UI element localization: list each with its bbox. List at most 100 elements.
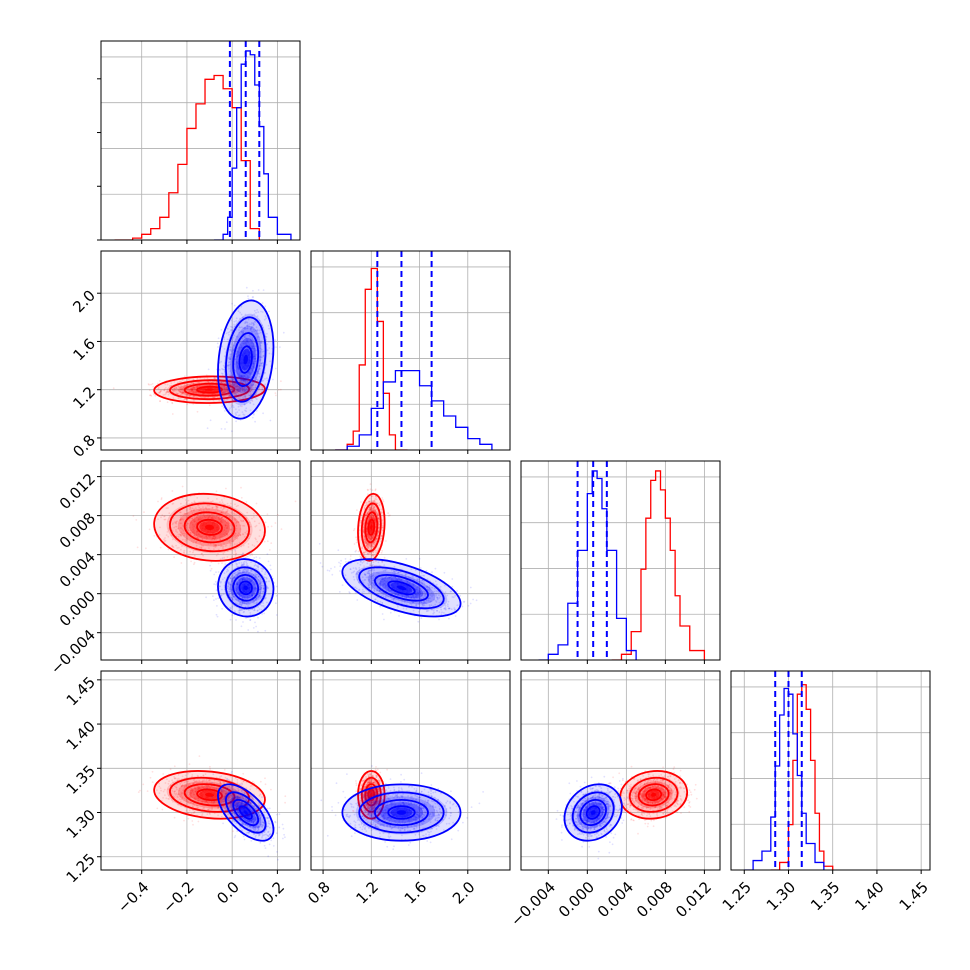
scatter-point <box>184 512 187 515</box>
scatter-point <box>252 362 254 364</box>
scatter-point <box>354 567 357 569</box>
scatter-point <box>193 521 196 523</box>
scatter-point <box>243 563 246 565</box>
scatter-point <box>366 512 368 514</box>
scatter-point <box>251 314 254 317</box>
scatter-point <box>256 370 258 373</box>
scatter-point <box>136 546 139 549</box>
scatter-point <box>242 578 244 580</box>
scatter-point <box>259 529 261 532</box>
scatter-point <box>175 521 178 524</box>
scatter-point <box>338 591 341 593</box>
scatter-point <box>245 388 248 390</box>
scatter-point <box>223 584 226 587</box>
scatter-point <box>230 319 233 322</box>
scatter-point <box>236 583 238 585</box>
scatter-point <box>214 545 217 548</box>
scatter-point <box>415 588 418 591</box>
scatter-point <box>219 520 222 523</box>
scatter-point <box>379 580 382 583</box>
scatter-point <box>223 348 226 350</box>
scatter-point <box>262 584 265 587</box>
scatter-point <box>246 596 249 599</box>
scatter-point <box>112 387 115 390</box>
scatter-point <box>210 516 212 519</box>
scatter-point <box>224 563 227 566</box>
scatter-point <box>382 526 384 528</box>
scatter-point <box>371 506 373 509</box>
scatter-point <box>370 517 373 519</box>
scatter-point <box>419 590 421 593</box>
scatter-point <box>243 415 246 418</box>
scatter-point <box>165 507 168 509</box>
scatter-point <box>268 347 271 349</box>
scatter-point <box>181 388 184 390</box>
scatter-point <box>244 313 247 316</box>
scatter-point <box>242 576 245 579</box>
scatter-point <box>369 508 372 511</box>
scatter-point <box>248 379 250 382</box>
scatter-point <box>256 329 259 332</box>
scatter-point <box>192 531 195 533</box>
scatter-point <box>240 375 243 378</box>
scatter-point <box>242 331 245 334</box>
scatter-point <box>247 601 249 604</box>
scatter-point <box>221 508 224 511</box>
scatter-point <box>186 383 189 386</box>
scatter-point <box>253 599 256 602</box>
scatter-point <box>237 521 240 523</box>
scatter-point <box>241 554 244 556</box>
scatter-point <box>250 327 253 330</box>
scatter-point <box>372 542 375 545</box>
scatter-point <box>215 381 217 384</box>
scatter-point <box>213 548 215 551</box>
scatter-point <box>190 388 192 390</box>
scatter-point <box>232 593 234 596</box>
scatter-point <box>259 588 262 591</box>
scatter-point <box>197 519 200 521</box>
scatter-point <box>366 501 368 504</box>
scatter-point <box>227 378 230 381</box>
scatter-point <box>215 515 218 518</box>
scatter-point <box>243 602 245 605</box>
scatter-point <box>257 596 260 598</box>
scatter-point <box>229 383 232 386</box>
scatter-point <box>378 504 380 507</box>
scatter-point <box>242 342 245 345</box>
scatter-point <box>257 566 259 569</box>
scatter-point <box>196 536 199 539</box>
scatter-point <box>227 569 230 572</box>
scatter-point <box>214 536 217 539</box>
scatter-point <box>238 569 241 572</box>
scatter-point <box>190 510 193 512</box>
scatter-point <box>229 505 232 508</box>
scatter-point <box>263 350 266 353</box>
scatter-point <box>190 389 193 392</box>
scatter-point <box>254 357 256 360</box>
scatter-point <box>249 376 251 379</box>
contour-line <box>153 492 266 562</box>
scatter-point <box>260 581 262 584</box>
scatter-point <box>263 384 266 387</box>
scatter-point <box>250 322 253 324</box>
scatter-point <box>193 520 196 523</box>
scatter-point <box>249 339 252 342</box>
scatter-point <box>239 326 241 329</box>
scatter-point <box>367 553 370 556</box>
scatter-point <box>235 552 238 555</box>
scatter-point <box>419 590 421 593</box>
scatter-point <box>209 515 212 517</box>
scatter-point <box>368 497 371 500</box>
scatter-point <box>180 391 183 394</box>
scatter-point <box>236 583 239 586</box>
scatter-point <box>232 389 235 392</box>
scatter-point <box>384 596 387 599</box>
scatter-point <box>242 375 245 378</box>
scatter-point <box>241 579 244 581</box>
scatter-point <box>173 387 176 390</box>
scatter-point <box>179 533 181 536</box>
scatter-point <box>220 521 223 524</box>
scatter-point <box>369 546 372 548</box>
scatter-point <box>227 583 230 585</box>
scatter-point <box>253 309 256 312</box>
